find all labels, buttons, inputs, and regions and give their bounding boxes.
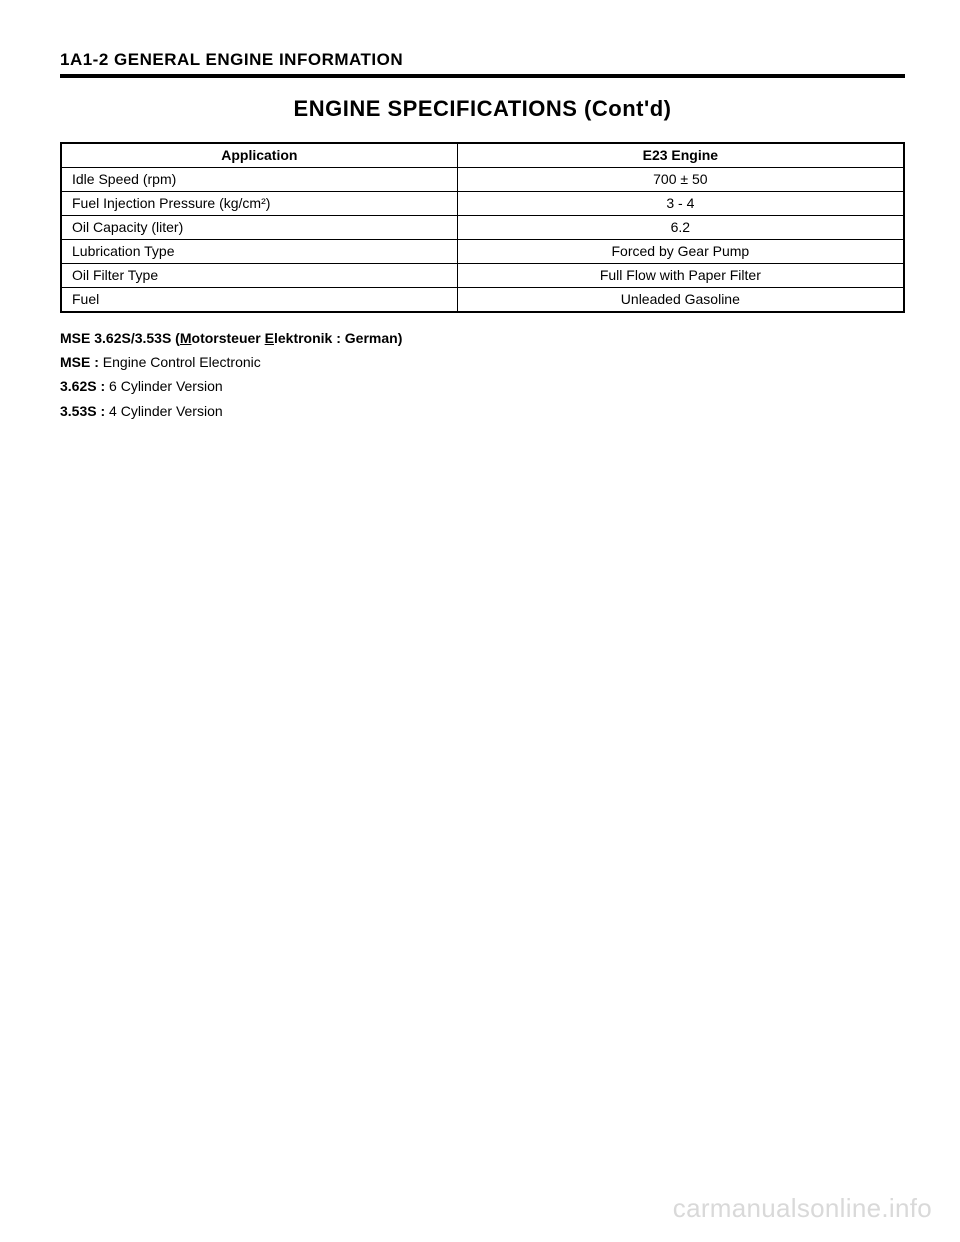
note2-rest: Engine Control Electronic xyxy=(103,354,261,370)
spec-value: 3 - 4 xyxy=(457,191,904,215)
note-line-2: MSE : Engine Control Electronic xyxy=(60,351,905,373)
spec-value: Full Flow with Paper Filter xyxy=(457,263,904,287)
spec-label: Fuel Injection Pressure (kg/cm²) xyxy=(61,191,457,215)
table-row: Fuel Injection Pressure (kg/cm²) 3 - 4 xyxy=(61,191,904,215)
spec-value: 6.2 xyxy=(457,215,904,239)
note2-bold: MSE : xyxy=(60,354,103,370)
note1-mid1: otorsteuer xyxy=(192,330,265,346)
spec-label: Lubrication Type xyxy=(61,239,457,263)
section-header: 1A1-2 GENERAL ENGINE INFORMATION xyxy=(60,50,905,78)
table-row: Lubrication Type Forced by Gear Pump xyxy=(61,239,904,263)
spec-label: Idle Speed (rpm) xyxy=(61,167,457,191)
col-header-engine: E23 Engine xyxy=(457,143,904,167)
spec-table: Application E23 Engine Idle Speed (rpm) … xyxy=(60,142,905,313)
note1-u2: E xyxy=(265,330,274,346)
table-row: Oil Filter Type Full Flow with Paper Fil… xyxy=(61,263,904,287)
spec-value: Forced by Gear Pump xyxy=(457,239,904,263)
note-line-4: 3.53S : 4 Cylinder Version xyxy=(60,400,905,422)
table-row: Oil Capacity (liter) 6.2 xyxy=(61,215,904,239)
note3-bold: 3.62S : xyxy=(60,378,109,394)
page-container: 1A1-2 GENERAL ENGINE INFORMATION ENGINE … xyxy=(0,0,960,422)
col-header-application: Application xyxy=(61,143,457,167)
note4-bold: 3.53S : xyxy=(60,403,109,419)
note1-suffix: lektronik : German) xyxy=(274,330,402,346)
notes-block: MSE 3.62S/3.53S (Motorsteuer Elektronik … xyxy=(60,327,905,423)
note3-rest: 6 Cylinder Version xyxy=(109,378,223,394)
note-line-1: MSE 3.62S/3.53S (Motorsteuer Elektronik … xyxy=(60,327,905,349)
table-row: Fuel Unleaded Gasoline xyxy=(61,287,904,311)
watermark-text: carmanualsonline.info xyxy=(673,1193,932,1224)
spec-label: Oil Filter Type xyxy=(61,263,457,287)
page-title: ENGINE SPECIFICATIONS (Cont'd) xyxy=(60,96,905,122)
spec-value: 700 ± 50 xyxy=(457,167,904,191)
table-header-row: Application E23 Engine xyxy=(61,143,904,167)
note1-u1: M xyxy=(180,330,192,346)
spec-label: Oil Capacity (liter) xyxy=(61,215,457,239)
table-row: Idle Speed (rpm) 700 ± 50 xyxy=(61,167,904,191)
note4-rest: 4 Cylinder Version xyxy=(109,403,223,419)
spec-value: Unleaded Gasoline xyxy=(457,287,904,311)
note-line-3: 3.62S : 6 Cylinder Version xyxy=(60,375,905,397)
spec-label: Fuel xyxy=(61,287,457,311)
note1-prefix: MSE 3.62S/3.53S ( xyxy=(60,330,180,346)
